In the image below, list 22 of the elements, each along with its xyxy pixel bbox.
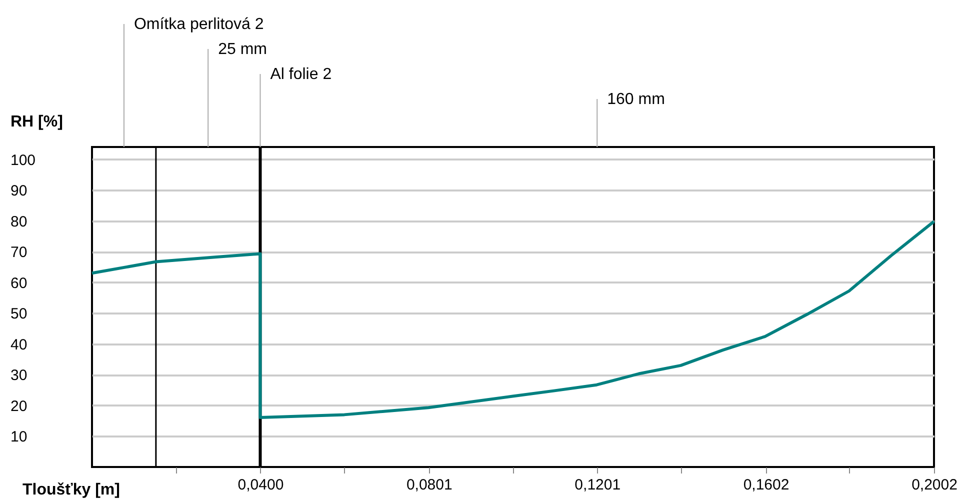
text: 25 mm	[218, 41, 267, 58]
y-tick-label: 20	[10, 398, 28, 415]
line-series	[90, 220, 936, 419]
y-tick-label: 60	[10, 274, 28, 292]
x-tick-label: 0,0801	[406, 476, 452, 494]
x-tick-label: 0,1201	[574, 476, 621, 494]
x-tick-label: 0,1602	[743, 476, 790, 494]
text: 160 mm	[607, 91, 665, 108]
y-tick-label: 30	[10, 367, 28, 384]
y-tick-label: 70	[10, 244, 28, 262]
y-tick-label: 80	[10, 213, 28, 230]
y-tick-label: 90	[10, 182, 28, 200]
y-axis-title: RH [%]	[10, 114, 63, 130]
y-tick-label: 40	[10, 336, 28, 354]
x-axis-title: Tloušťky [m]	[22, 482, 120, 498]
y-tick-label: 100	[10, 152, 36, 169]
x-tick-label: 0,2002	[912, 476, 958, 494]
x-tick-label: 0,0400	[238, 476, 284, 494]
y-tick-label: 50	[10, 306, 28, 323]
text: Al folie 2	[270, 66, 332, 83]
y-tick-label: 10	[10, 428, 28, 446]
text: Omítka perlitová 2	[134, 16, 264, 33]
